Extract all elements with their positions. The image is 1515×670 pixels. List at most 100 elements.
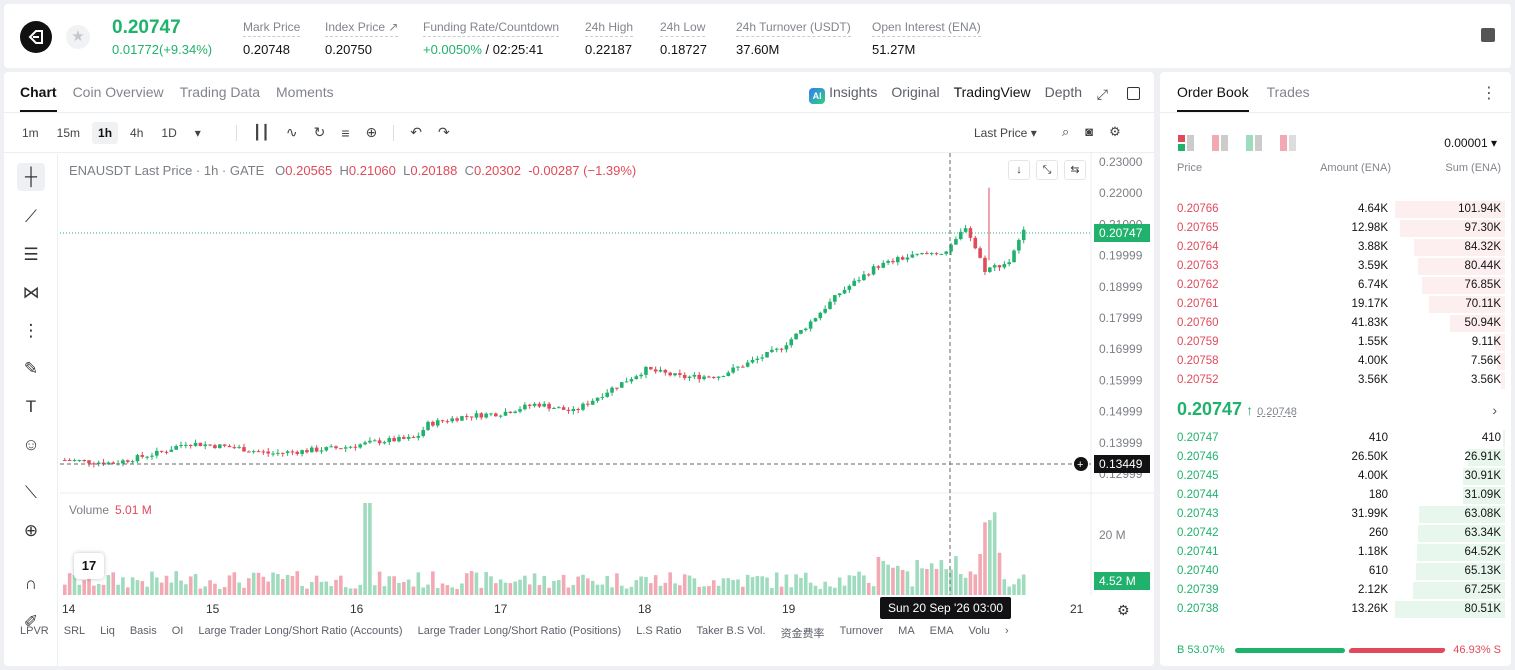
timeframe-1m[interactable]: 1m <box>22 126 39 140</box>
depth-bar <box>1416 563 1505 580</box>
bid-row[interactable]: 0.20741 1.18K 64.52K <box>1160 543 1511 562</box>
bid-row[interactable]: 0.20738 13.26K 80.51K <box>1160 600 1511 619</box>
undo-icon[interactable]: ↶ <box>410 124 422 140</box>
timeframe-15m[interactable]: 15m <box>56 126 81 140</box>
pattern-icon[interactable]: ⋈ <box>22 283 40 302</box>
timeframe-4h[interactable]: 4h <box>130 126 144 140</box>
stat-index-price[interactable]: Index Price ↗ 0.20750 <box>325 20 399 57</box>
tab-chart[interactable]: Chart <box>20 84 57 112</box>
expand-icon[interactable]: ⤢ <box>1096 86 1108 102</box>
indicator-oi[interactable]: OI <box>171 625 184 637</box>
arrow-down-icon[interactable]: ↓ <box>1008 160 1030 180</box>
indicator-ls-positions[interactable]: Large Trader Long/Short Ratio (Positions… <box>417 625 622 637</box>
indicator-turnover[interactable]: Turnover <box>839 625 884 637</box>
candle-body <box>285 451 290 454</box>
lock-draw-icon[interactable]: ✐ <box>23 612 39 631</box>
camera-icon[interactable]: ◙ <box>1085 124 1094 139</box>
bid-row[interactable]: 0.20740 610 65.13K <box>1160 562 1511 581</box>
bid-row[interactable]: 0.20742 260 63.34K <box>1160 524 1511 543</box>
view-both-icon[interactable] <box>1178 135 1194 151</box>
ruler-icon[interactable]: ⟍ <box>25 483 37 502</box>
crosshair-icon[interactable]: ┼ <box>17 163 45 191</box>
candle-type-icon[interactable]: ┃┃ <box>253 124 270 140</box>
indicator-funding[interactable]: 资金费率 <box>780 628 825 640</box>
search-icon[interactable]: ⌕ <box>1062 124 1070 139</box>
favorite-star-icon[interactable]: ★ <box>66 25 90 49</box>
volume-bar <box>910 586 915 595</box>
ask-row[interactable]: 0.20761 19.17K 70.11K <box>1160 295 1511 314</box>
volume-bar <box>765 577 769 595</box>
bid-row[interactable]: 0.20739 2.12K 67.25K <box>1160 581 1511 600</box>
order-price: 0.20747 <box>1177 432 1219 444</box>
ask-row[interactable]: 0.20758 4.00K 7.56K <box>1160 352 1511 371</box>
chevron-right-icon[interactable]: › <box>1004 625 1009 637</box>
gear-icon[interactable]: ⚙ <box>1117 602 1130 618</box>
ask-row[interactable]: 0.20759 1.55K 9.11K <box>1160 333 1511 352</box>
view-asks-icon[interactable] <box>1246 135 1262 151</box>
indicator-srl[interactable]: SRL <box>63 625 86 637</box>
tab-order-book[interactable]: Order Book <box>1177 84 1249 112</box>
indicator-liq[interactable]: Liq <box>100 625 115 637</box>
gear-icon[interactable]: ⚙ <box>1109 124 1121 139</box>
indicator-volume[interactable]: Volu <box>968 625 990 637</box>
swap-icon[interactable]: ⇆ <box>1064 160 1086 180</box>
indicators-icon[interactable]: ∿ <box>285 124 298 140</box>
chevron-right-icon[interactable]: › <box>1492 402 1497 418</box>
timeframe-1d[interactable]: 1D <box>161 126 177 140</box>
ask-row[interactable]: 0.20763 3.59K 80.44K <box>1160 257 1511 276</box>
indicator-ls-ratio[interactable]: L.S Ratio <box>636 625 682 637</box>
replay-icon[interactable]: ↻ <box>313 124 326 140</box>
tab-tradingview[interactable]: TradingView <box>953 84 1031 100</box>
candle-body <box>416 435 421 438</box>
indicator-ema[interactable]: EMA <box>929 625 954 637</box>
trendline-icon[interactable]: ⟋ <box>25 207 37 226</box>
indicator-lpvr[interactable]: LPVR <box>20 625 49 637</box>
price-type-select[interactable]: Last Price ▾ <box>974 126 1037 140</box>
volume-bar <box>343 587 348 595</box>
tab-moments[interactable]: Moments <box>276 84 334 100</box>
ask-row[interactable]: 0.20762 6.74K 76.85K <box>1160 276 1511 295</box>
precision-select[interactable]: 0.00001 ▾ <box>1444 136 1497 150</box>
volume-bar <box>653 575 658 595</box>
bid-row[interactable]: 0.20743 31.99K 63.08K <box>1160 505 1511 524</box>
fib-icon[interactable]: ⋮ <box>22 321 40 340</box>
view-split-icon[interactable] <box>1280 135 1296 151</box>
indicator-basis[interactable]: Basis <box>129 625 157 637</box>
ask-row[interactable]: 0.20752 3.56K 3.56K <box>1160 371 1511 390</box>
view-bids-icon[interactable] <box>1212 135 1228 151</box>
tab-coin-overview[interactable]: Coin Overview <box>72 84 164 100</box>
text-icon[interactable]: T <box>25 397 37 416</box>
redo-icon[interactable]: ↷ <box>437 124 450 140</box>
tab-trades[interactable]: Trades <box>1266 84 1310 100</box>
bid-row[interactable]: 0.20746 26.50K 26.91K <box>1160 448 1511 467</box>
ask-row[interactable]: 0.20760 41.83K 50.94K <box>1160 314 1511 333</box>
book-icon[interactable] <box>1481 28 1495 42</box>
bid-row[interactable]: 0.20747 410 410 <box>1160 429 1511 448</box>
collapse-icon[interactable]: ⤡ <box>1036 160 1058 180</box>
add-alert-icon[interactable]: ⊕ <box>365 124 378 140</box>
horizontal-lines-icon[interactable]: ☰ <box>23 245 39 264</box>
indicator-ma[interactable]: MA <box>898 625 915 637</box>
tab-trading-data[interactable]: Trading Data <box>179 84 261 100</box>
zoom-in-icon[interactable]: ⊕ <box>23 521 39 540</box>
templates-icon[interactable]: ≡ <box>341 124 350 141</box>
magnet-icon[interactable]: ∩ <box>24 574 38 593</box>
bid-row[interactable]: 0.20745 4.00K 30.91K <box>1160 467 1511 486</box>
window-icon[interactable] <box>1127 87 1140 100</box>
tab-insights[interactable]: AI Insights <box>809 84 877 104</box>
emoji-icon[interactable]: ☺ <box>22 435 40 454</box>
chevron-down-icon[interactable]: ▾ <box>194 126 201 140</box>
ask-row[interactable]: 0.20766 4.64K 101.94K <box>1160 200 1511 219</box>
more-icon[interactable]: ⋮ <box>1481 85 1497 102</box>
tab-original[interactable]: Original <box>891 84 940 100</box>
candle-body <box>125 460 130 462</box>
brush-icon[interactable]: ✎ <box>23 359 39 378</box>
ask-row[interactable]: 0.20765 12.98K 97.30K <box>1160 219 1511 238</box>
tab-depth[interactable]: Depth <box>1044 84 1082 100</box>
timeframe-1h[interactable]: 1h <box>92 122 119 144</box>
indicator-ls-accounts[interactable]: Large Trader Long/Short Ratio (Accounts) <box>198 625 403 637</box>
bid-row[interactable]: 0.20744 180 31.09K <box>1160 486 1511 505</box>
indicator-taker-vol[interactable]: Taker B.S Vol. <box>696 625 766 637</box>
candlestick-chart[interactable]: 0.230000.220000.210000.199990.189990.179… <box>4 72 1154 666</box>
ask-row[interactable]: 0.20764 3.88K 84.32K <box>1160 238 1511 257</box>
